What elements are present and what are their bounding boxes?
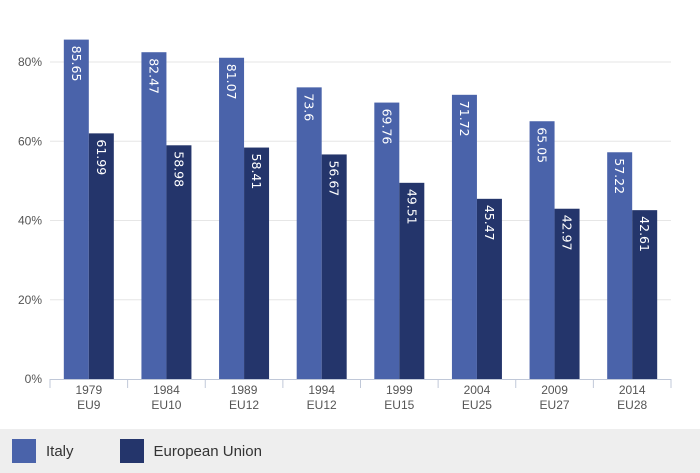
y-tick-label: 40% — [18, 214, 42, 228]
bar-european-union — [554, 208, 580, 379]
data-label: 82.47 — [146, 58, 161, 94]
legend-label-european-union: European Union — [153, 442, 262, 460]
legend-swatch-italy — [12, 439, 36, 463]
x-tick-label: EU25 — [462, 398, 492, 412]
x-tick-label: 1994 — [308, 383, 335, 397]
legend: Italy European Union — [0, 429, 700, 473]
bar-italy — [219, 57, 245, 379]
chart-plot: 0% 20% 40% 60% 80% 85.65 61.99 82.47 58.98 81.07 5… — [18, 39, 672, 412]
y-tick-label: 0% — [25, 372, 43, 386]
y-tick-label: 80% — [18, 55, 42, 69]
x-tick-label: EU12 — [229, 398, 259, 412]
x-tick-label: 1999 — [386, 383, 413, 397]
bar-italy — [141, 52, 167, 380]
bar-european-union — [244, 147, 270, 379]
bar-italy — [529, 121, 555, 379]
y-tick-label: 20% — [18, 293, 42, 307]
data-label: 81.07 — [224, 64, 239, 100]
data-label: 61.99 — [94, 139, 109, 175]
data-label: 42.61 — [637, 216, 652, 252]
legend-item-european-union[interactable]: European Union — [119, 439, 262, 463]
data-label: 45.47 — [482, 205, 497, 241]
data-label: 65.05 — [535, 127, 550, 163]
data-label: 49.51 — [404, 189, 419, 225]
bar-european-union — [166, 145, 192, 379]
legend-item-italy[interactable]: Italy — [12, 439, 74, 463]
bar-italy — [296, 87, 322, 380]
x-tick-label: 2014 — [619, 383, 646, 397]
data-label: 42.97 — [560, 215, 575, 251]
legend-label-italy: Italy — [46, 442, 74, 460]
x-tick-label: EU12 — [307, 398, 337, 412]
data-label: 71.72 — [457, 101, 472, 137]
x-tick-label: EU15 — [384, 398, 414, 412]
bar-european-union — [476, 198, 502, 379]
bar-italy — [63, 39, 89, 379]
data-label: 73.6 — [302, 93, 317, 121]
bar-european-union — [632, 210, 658, 379]
x-tick-label: EU28 — [617, 398, 647, 412]
x-tick-label: EU10 — [151, 398, 181, 412]
x-tick-label: 2009 — [541, 383, 568, 397]
bar-italy — [451, 94, 477, 379]
data-label: 56.67 — [327, 160, 342, 196]
data-label: 85.65 — [69, 46, 84, 82]
bar-italy — [607, 152, 633, 379]
data-label: 58.98 — [171, 151, 186, 187]
bar-italy — [374, 102, 400, 380]
x-tick-label: 2004 — [464, 383, 491, 397]
y-tick-label: 60% — [18, 134, 42, 148]
bar-european-union — [88, 133, 114, 379]
x-tick-label: 1979 — [75, 383, 102, 397]
x-tick-label: EU9 — [77, 398, 101, 412]
bar-european-union — [399, 182, 425, 379]
data-label: 57.22 — [612, 158, 627, 194]
x-tick-label: 1989 — [231, 383, 258, 397]
legend-swatch-european-union — [119, 439, 144, 463]
data-label: 69.76 — [379, 109, 394, 145]
data-label: 58.41 — [249, 154, 264, 190]
bar-european-union — [321, 154, 347, 379]
x-tick-label: 1984 — [153, 383, 180, 397]
x-tick-label: EU27 — [540, 398, 570, 412]
